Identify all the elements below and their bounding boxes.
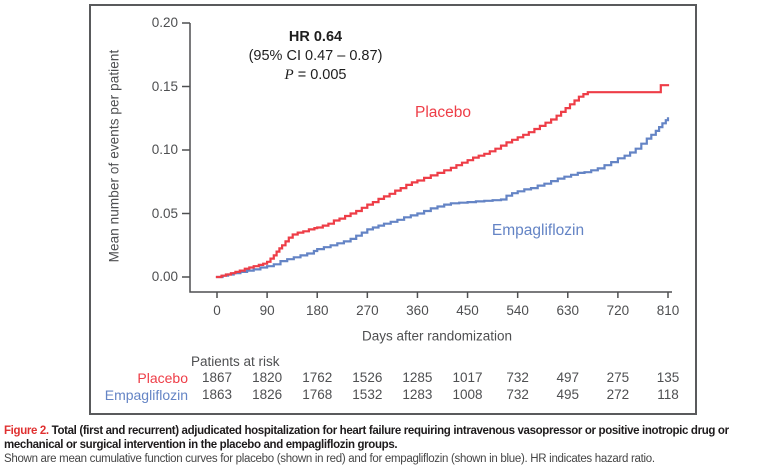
at-risk-value-placebo-450: 1017 xyxy=(452,370,483,385)
y-tick-label-0.00: 0.00 xyxy=(151,269,178,284)
patients-at-risk-header: Patients at risk xyxy=(191,354,280,369)
axis-lines xyxy=(189,23,672,293)
at-risk-value-placebo-630: 497 xyxy=(556,370,580,385)
at-risk-row-label-empagliflozin: Empagliflozin xyxy=(104,387,188,403)
at-risk-value-empagliflozin-720: 272 xyxy=(606,387,630,402)
x-axis-label: Days after randomization xyxy=(361,328,513,344)
at-risk-value-empagliflozin-450: 1008 xyxy=(452,387,483,402)
y-tick-label-0.20: 0.20 xyxy=(151,15,178,30)
x-tick-label-90: 90 xyxy=(259,303,275,318)
at-risk-value-empagliflozin-810: 118 xyxy=(657,387,679,402)
figure-caption: Figure 2. Total (first and recurrent) ad… xyxy=(4,424,756,466)
placebo-curve xyxy=(215,84,670,279)
x-tick-label-720: 720 xyxy=(606,303,630,318)
at-risk-value-placebo-270: 1526 xyxy=(352,370,383,385)
placebo-curve-label: Placebo xyxy=(414,104,472,121)
at-risk-row-label-placebo: Placebo xyxy=(137,370,188,386)
mean-cumulative-function-plot xyxy=(182,22,672,298)
at-risk-value-empagliflozin-360: 1283 xyxy=(402,387,433,402)
empagliflozin-curve-label: Empagliflozin xyxy=(491,222,585,239)
p-value: P = 0.005 xyxy=(193,66,438,85)
figure-caption-number: Figure 2. xyxy=(4,425,49,437)
at-risk-value-placebo-540: 732 xyxy=(506,370,529,385)
x-tick-label-0: 0 xyxy=(213,303,221,318)
p-symbol: P xyxy=(284,67,294,83)
hazard-ratio-value: HR 0.64 xyxy=(288,29,343,45)
figure-caption-title: Total (first and recurrent) adjudicated … xyxy=(4,425,729,451)
at-risk-value-empagliflozin-270: 1532 xyxy=(352,387,383,402)
y-tick-label-0.05: 0.05 xyxy=(151,205,178,221)
at-risk-value-empagliflozin-180: 1768 xyxy=(302,387,333,402)
at-risk-value-placebo-90: 1820 xyxy=(252,370,283,385)
at-risk-value-placebo-0: 1867 xyxy=(201,370,233,385)
y-tick-label-0.15: 0.15 xyxy=(151,78,178,94)
at-risk-value-placebo-360: 1285 xyxy=(402,370,433,385)
y-tick-label-0.10: 0.10 xyxy=(151,142,178,157)
confidence-interval-value: (95% CI 0.47 – 0.87) xyxy=(248,48,383,64)
empagliflozin-curve xyxy=(215,117,670,279)
x-tick-label-360: 360 xyxy=(406,303,429,318)
x-tick-label-270: 270 xyxy=(356,303,379,318)
at-risk-value-empagliflozin-90: 1826 xyxy=(252,387,283,402)
x-tick-label-630: 630 xyxy=(556,303,580,318)
y-axis-label: Mean number of events per patient xyxy=(106,49,122,263)
at-risk-value-empagliflozin-540: 732 xyxy=(506,387,529,402)
x-tick-label-810: 810 xyxy=(656,303,680,318)
figure-caption-bold: Figure 2. Total (first and recurrent) ad… xyxy=(4,424,756,452)
at-risk-value-placebo-720: 275 xyxy=(606,370,630,385)
at-risk-value-empagliflozin-630: 495 xyxy=(556,387,580,402)
x-tick-label-180: 180 xyxy=(305,303,329,318)
x-tick-label-450: 450 xyxy=(456,303,479,318)
chart-frame xyxy=(89,4,697,415)
at-risk-value-placebo-810: 135 xyxy=(656,370,680,385)
at-risk-value-placebo-180: 1762 xyxy=(302,370,333,385)
x-tick-label-540: 540 xyxy=(506,303,529,318)
at-risk-value-empagliflozin-0: 1863 xyxy=(201,387,233,402)
hr-annotation: HR 0.64 (95% CI 0.47 – 0.87) P = 0.005 xyxy=(193,28,438,85)
p-value-text: = 0.005 xyxy=(293,67,347,83)
figure-caption-note: Shown are mean cumulative function curve… xyxy=(4,453,655,465)
